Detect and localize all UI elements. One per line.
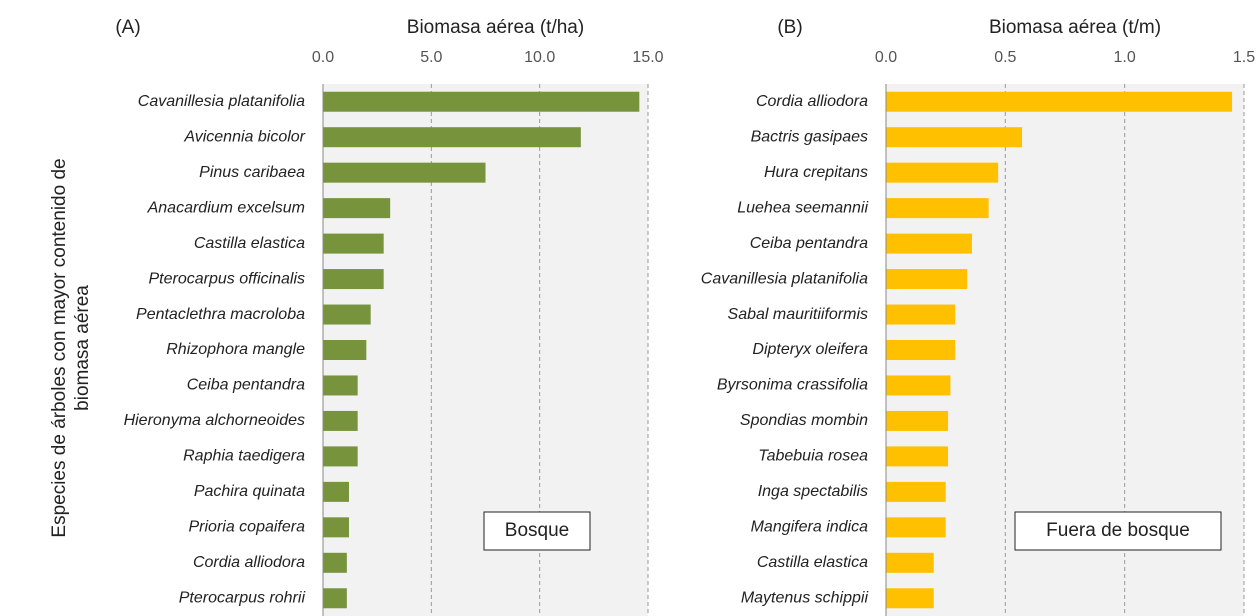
category-label: Dipteryx oleifera bbox=[752, 341, 868, 358]
bar bbox=[323, 233, 384, 254]
category-label: Cavanillesia platanifolia bbox=[701, 270, 868, 287]
category-label: Bactris gasipaes bbox=[751, 128, 868, 145]
category-label: Avicennia bicolor bbox=[183, 128, 305, 145]
bar bbox=[886, 588, 934, 609]
category-label: Maytenus schippii bbox=[741, 589, 869, 606]
bar bbox=[323, 340, 367, 360]
bar bbox=[886, 233, 972, 254]
bar bbox=[886, 304, 956, 325]
category-label: Inga spectabilis bbox=[758, 483, 868, 500]
category-label: Cordia alliodora bbox=[756, 93, 868, 110]
category-label: Hura crepitans bbox=[764, 164, 868, 181]
bar bbox=[323, 481, 349, 502]
category-label: Ceiba pentandra bbox=[187, 377, 305, 394]
bar bbox=[323, 552, 347, 573]
x-tick-label: 0.5 bbox=[994, 49, 1016, 66]
category-label: Prioria copaifera bbox=[189, 519, 306, 536]
bar bbox=[886, 446, 949, 467]
bar bbox=[886, 162, 999, 183]
category-label: Pterocarpus officinalis bbox=[148, 270, 305, 287]
bar bbox=[886, 269, 968, 290]
bar bbox=[886, 410, 949, 431]
category-label: Ceiba pentandra bbox=[750, 235, 868, 252]
bar bbox=[323, 162, 486, 183]
bar bbox=[323, 304, 371, 325]
category-label: Rhizophora mangle bbox=[166, 341, 305, 358]
annotation: Bosque bbox=[505, 520, 569, 541]
y-axis-label-line1: Especies de árboles con mayor contenido … bbox=[49, 158, 70, 537]
category-label: Castilla elastica bbox=[757, 554, 868, 571]
bar bbox=[323, 198, 391, 219]
category-label: Pinus caribaea bbox=[199, 164, 305, 181]
annotation-box bbox=[483, 511, 591, 551]
category-label: Tabebuia rosea bbox=[758, 448, 868, 465]
category-label: Cordia alliodora bbox=[193, 554, 305, 571]
category-label: Mangifera indica bbox=[751, 519, 869, 536]
category-label: Anacardium excelsum bbox=[147, 199, 305, 216]
bar bbox=[323, 127, 581, 148]
chart-title: Biomasa aérea (t/m) bbox=[989, 17, 1161, 38]
x-tick-label: 10.0 bbox=[524, 49, 555, 66]
bar bbox=[323, 446, 358, 467]
bar bbox=[886, 375, 951, 396]
x-tick-label: 0.0 bbox=[875, 49, 897, 66]
panel-label: (A) bbox=[115, 17, 140, 38]
x-tick-label: 15.0 bbox=[632, 49, 663, 66]
bar bbox=[323, 588, 347, 609]
category-label: Luehea seemannii bbox=[737, 199, 868, 216]
bar bbox=[886, 91, 1233, 112]
bar bbox=[886, 481, 946, 502]
bar bbox=[886, 127, 1023, 148]
bar bbox=[886, 198, 989, 219]
chart-title: Biomasa aérea (t/ha) bbox=[407, 17, 584, 38]
category-label: Raphia taedigera bbox=[183, 448, 305, 465]
category-label: Byrsonima crassifolia bbox=[717, 377, 868, 394]
category-label: Pentaclethra macroloba bbox=[136, 306, 305, 323]
category-label: Hieronyma alchorneoides bbox=[124, 412, 305, 429]
category-label: Spondias mombin bbox=[740, 412, 868, 429]
bar bbox=[323, 91, 640, 112]
annotation-box bbox=[1014, 511, 1222, 551]
x-tick-label: 1.5 bbox=[1233, 49, 1255, 66]
panel-label: (B) bbox=[777, 17, 802, 38]
category-label: Castilla elastica bbox=[194, 235, 305, 252]
x-tick-label: 1.0 bbox=[1114, 49, 1136, 66]
bar bbox=[323, 517, 349, 538]
category-label: Pachira quinata bbox=[194, 483, 305, 500]
bar bbox=[323, 375, 358, 396]
bar bbox=[323, 410, 358, 431]
x-tick-label: 0.0 bbox=[312, 49, 334, 66]
bar bbox=[886, 517, 946, 538]
category-label: Sabal mauritiiformis bbox=[728, 306, 868, 323]
bar bbox=[886, 340, 956, 360]
x-tick-label: 5.0 bbox=[420, 49, 442, 66]
annotation: Fuera de bosque bbox=[1046, 520, 1190, 541]
category-label: Pterocarpus rohrii bbox=[179, 589, 306, 606]
category-label: Cavanillesia platanifolia bbox=[138, 93, 305, 110]
bar bbox=[886, 552, 934, 573]
bar bbox=[323, 269, 384, 290]
y-axis-label-line2: biomasa aérea bbox=[72, 285, 93, 411]
